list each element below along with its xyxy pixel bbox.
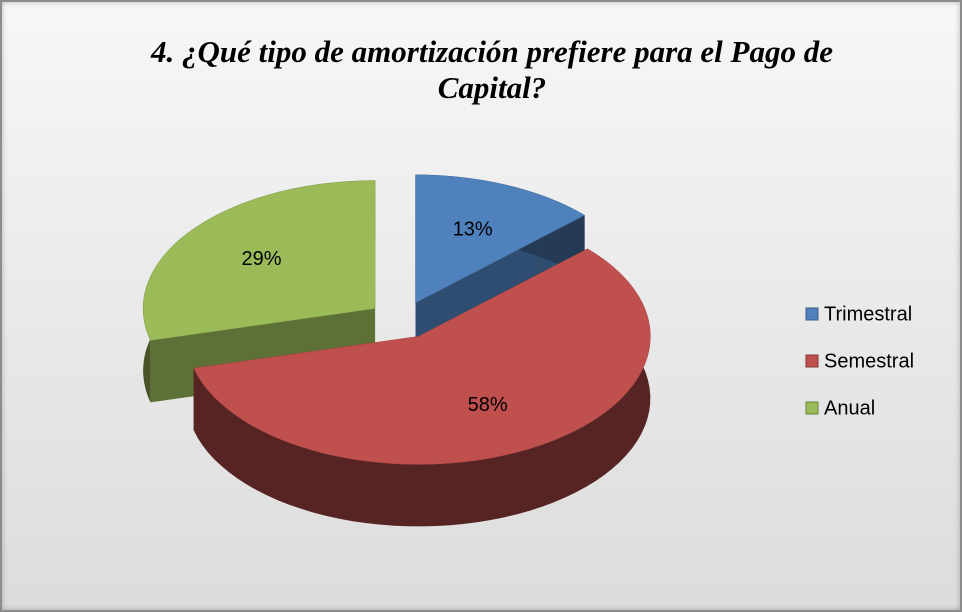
chart-title: 4. ¿Qué tipo de amortización prefiere pa… bbox=[151, 34, 833, 105]
legend-swatch bbox=[805, 307, 819, 321]
slice-top bbox=[193, 248, 651, 465]
data-label: 29% bbox=[241, 248, 281, 270]
legend-label: Anual bbox=[824, 397, 875, 419]
pie-slice bbox=[193, 248, 651, 527]
data-label: 13% bbox=[453, 218, 493, 240]
slice-top bbox=[415, 174, 586, 304]
legend-swatch bbox=[805, 401, 819, 415]
legend-swatch bbox=[805, 354, 819, 368]
data-label: 58% bbox=[468, 394, 508, 416]
slice-side bbox=[193, 248, 651, 527]
slice-top bbox=[142, 180, 376, 341]
legend-label: Semestral bbox=[824, 350, 914, 372]
legend-label: Trimestral bbox=[824, 303, 912, 325]
